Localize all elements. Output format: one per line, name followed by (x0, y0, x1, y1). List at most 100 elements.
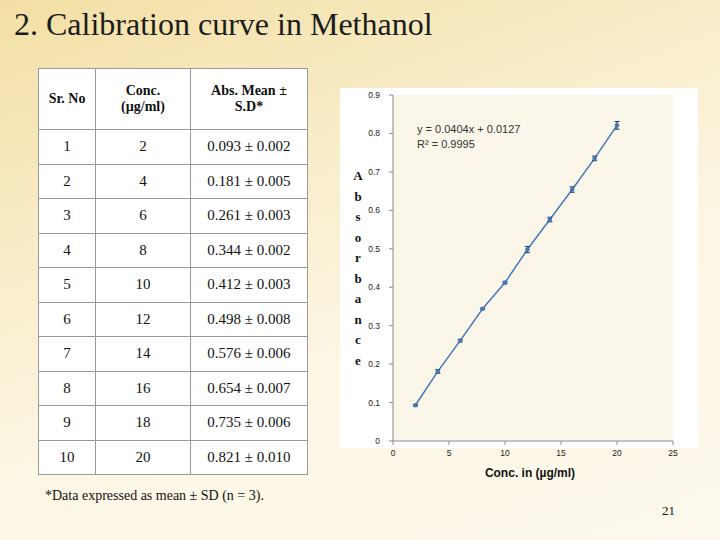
y-axis-label: Absorbance (353, 168, 363, 368)
table-cell: 20 (96, 440, 191, 475)
table-cell: 2 (39, 164, 96, 199)
y-tick-label: 0.1 (368, 398, 380, 408)
marks (413, 122, 620, 408)
table-cell: 6 (96, 199, 191, 234)
data-point (436, 369, 441, 374)
y-tick-label: 0.3 (368, 321, 380, 331)
header-cell: Sr. No (39, 69, 96, 130)
annotation: y = 0.0404x + 0.0127 (417, 123, 520, 135)
y-tick (389, 248, 393, 249)
table-cell: 0.498 ± 0.008 (190, 302, 307, 337)
x-tick-label: 20 (612, 448, 622, 458)
table-row: 8160.654 ± 0.007 (39, 371, 308, 406)
data-table: Sr. NoConc. (µg/ml)Abs. Mean ± S.D*120.0… (38, 68, 308, 475)
x-tick (673, 441, 674, 445)
data-point (458, 338, 463, 343)
y-tick-label: 0.2 (368, 359, 380, 369)
table-cell: 0.654 ± 0.007 (190, 371, 307, 406)
table-cell: 0.821 ± 0.010 (190, 440, 307, 475)
data-point (615, 123, 620, 128)
table-cell: 4 (96, 164, 191, 199)
y-tick (389, 287, 393, 288)
table-cell: 10 (96, 268, 191, 303)
y-axis (393, 95, 394, 441)
y-tick (389, 402, 393, 403)
table-cell: 0.576 ± 0.006 (190, 337, 307, 372)
y-tick-label: 0.4 (368, 282, 380, 292)
y-tick (389, 95, 393, 96)
header-text: Sr. No (49, 91, 86, 107)
x-tick (449, 441, 450, 445)
data-point (480, 306, 485, 311)
plot-area (393, 95, 673, 441)
data-point (570, 187, 575, 192)
table-cell: 8 (39, 371, 96, 406)
data-point (548, 217, 553, 222)
table-cell: 0.181 ± 0.005 (190, 164, 307, 199)
x-tick-label: 0 (391, 448, 396, 458)
table-cell: 16 (96, 371, 191, 406)
chart-background (340, 88, 698, 448)
x-tick (617, 441, 618, 445)
y-tick (389, 133, 393, 134)
table-cell: 9 (39, 406, 96, 441)
table-cell: 14 (96, 337, 191, 372)
data-point (592, 156, 597, 161)
table-row: 5100.412 ± 0.003 (39, 268, 308, 303)
data-line (415, 125, 617, 405)
table-cell: 0.412 ± 0.003 (190, 268, 307, 303)
table-cell: 8 (96, 233, 191, 268)
header-text: Conc. (µg/ml) (113, 83, 173, 115)
table-row: 240.181 ± 0.005 (39, 164, 308, 199)
table-cell: 10 (39, 440, 96, 475)
y-tick-label: 0.6 (368, 205, 380, 215)
table-row: 7140.576 ± 0.006 (39, 337, 308, 372)
table-row: 9180.735 ± 0.006 (39, 406, 308, 441)
page-number: 21 (662, 503, 675, 519)
error-bar (525, 246, 530, 252)
table-cell: 0.261 ± 0.003 (190, 199, 307, 234)
table-row: 480.344 ± 0.002 (39, 233, 308, 268)
x-tick-label: 25 (668, 448, 678, 458)
table-row: 10200.821 ± 0.010 (39, 440, 308, 475)
y-tick-label: 0.7 (368, 167, 380, 177)
table-cell: 12 (96, 302, 191, 337)
table-row: 6120.498 ± 0.008 (39, 302, 308, 337)
y-tick-label: 0.9 (368, 90, 380, 100)
table-row: 360.261 ± 0.003 (39, 199, 308, 234)
x-tick (393, 441, 394, 445)
table-cell: 0.093 ± 0.002 (190, 130, 307, 165)
y-tick (389, 364, 393, 365)
chart: 00.10.20.30.40.50.60.70.80.90510152025Co… (0, 0, 720, 540)
header-cell: Abs. Mean ± S.D* (190, 69, 307, 130)
error-bar (570, 187, 575, 192)
error-bar (592, 156, 597, 161)
error-bar (615, 122, 620, 130)
footnote: *Data expressed as mean ± SD (n = 3). (45, 488, 264, 504)
annotation: R² = 0.9995 (417, 138, 475, 150)
y-tick-label: 0.5 (368, 244, 380, 254)
error-bar (547, 217, 552, 222)
table-cell: 0.735 ± 0.006 (190, 406, 307, 441)
y-tick (389, 210, 393, 211)
header-row: Sr. No Conc. (µg/ml) Abs. Mean ± S.D* (39, 69, 308, 130)
header-cell: Conc. (µg/ml) (96, 69, 191, 130)
x-tick (561, 441, 562, 445)
error-bar (435, 369, 440, 373)
x-tick-label: 10 (500, 448, 510, 458)
y-tick-label: 0 (375, 436, 380, 446)
table-cell: 7 (39, 337, 96, 372)
x-axis-label: Conc. in (µg/ml) (485, 466, 575, 480)
y-tick (389, 325, 393, 326)
x-axis (393, 441, 673, 442)
table-row: 120.093 ± 0.002 (39, 130, 308, 165)
data-point (525, 247, 530, 252)
table-cell: 3 (39, 199, 96, 234)
header-text: Abs. Mean ± S.D* (201, 83, 297, 115)
data-point (413, 403, 418, 408)
table-cell: 0.344 ± 0.002 (190, 233, 307, 268)
table-cell: 6 (39, 302, 96, 337)
y-tick (389, 441, 393, 442)
slide-title: 2. Calibration curve in Methanol (14, 6, 433, 43)
table-cell: 4 (39, 233, 96, 268)
